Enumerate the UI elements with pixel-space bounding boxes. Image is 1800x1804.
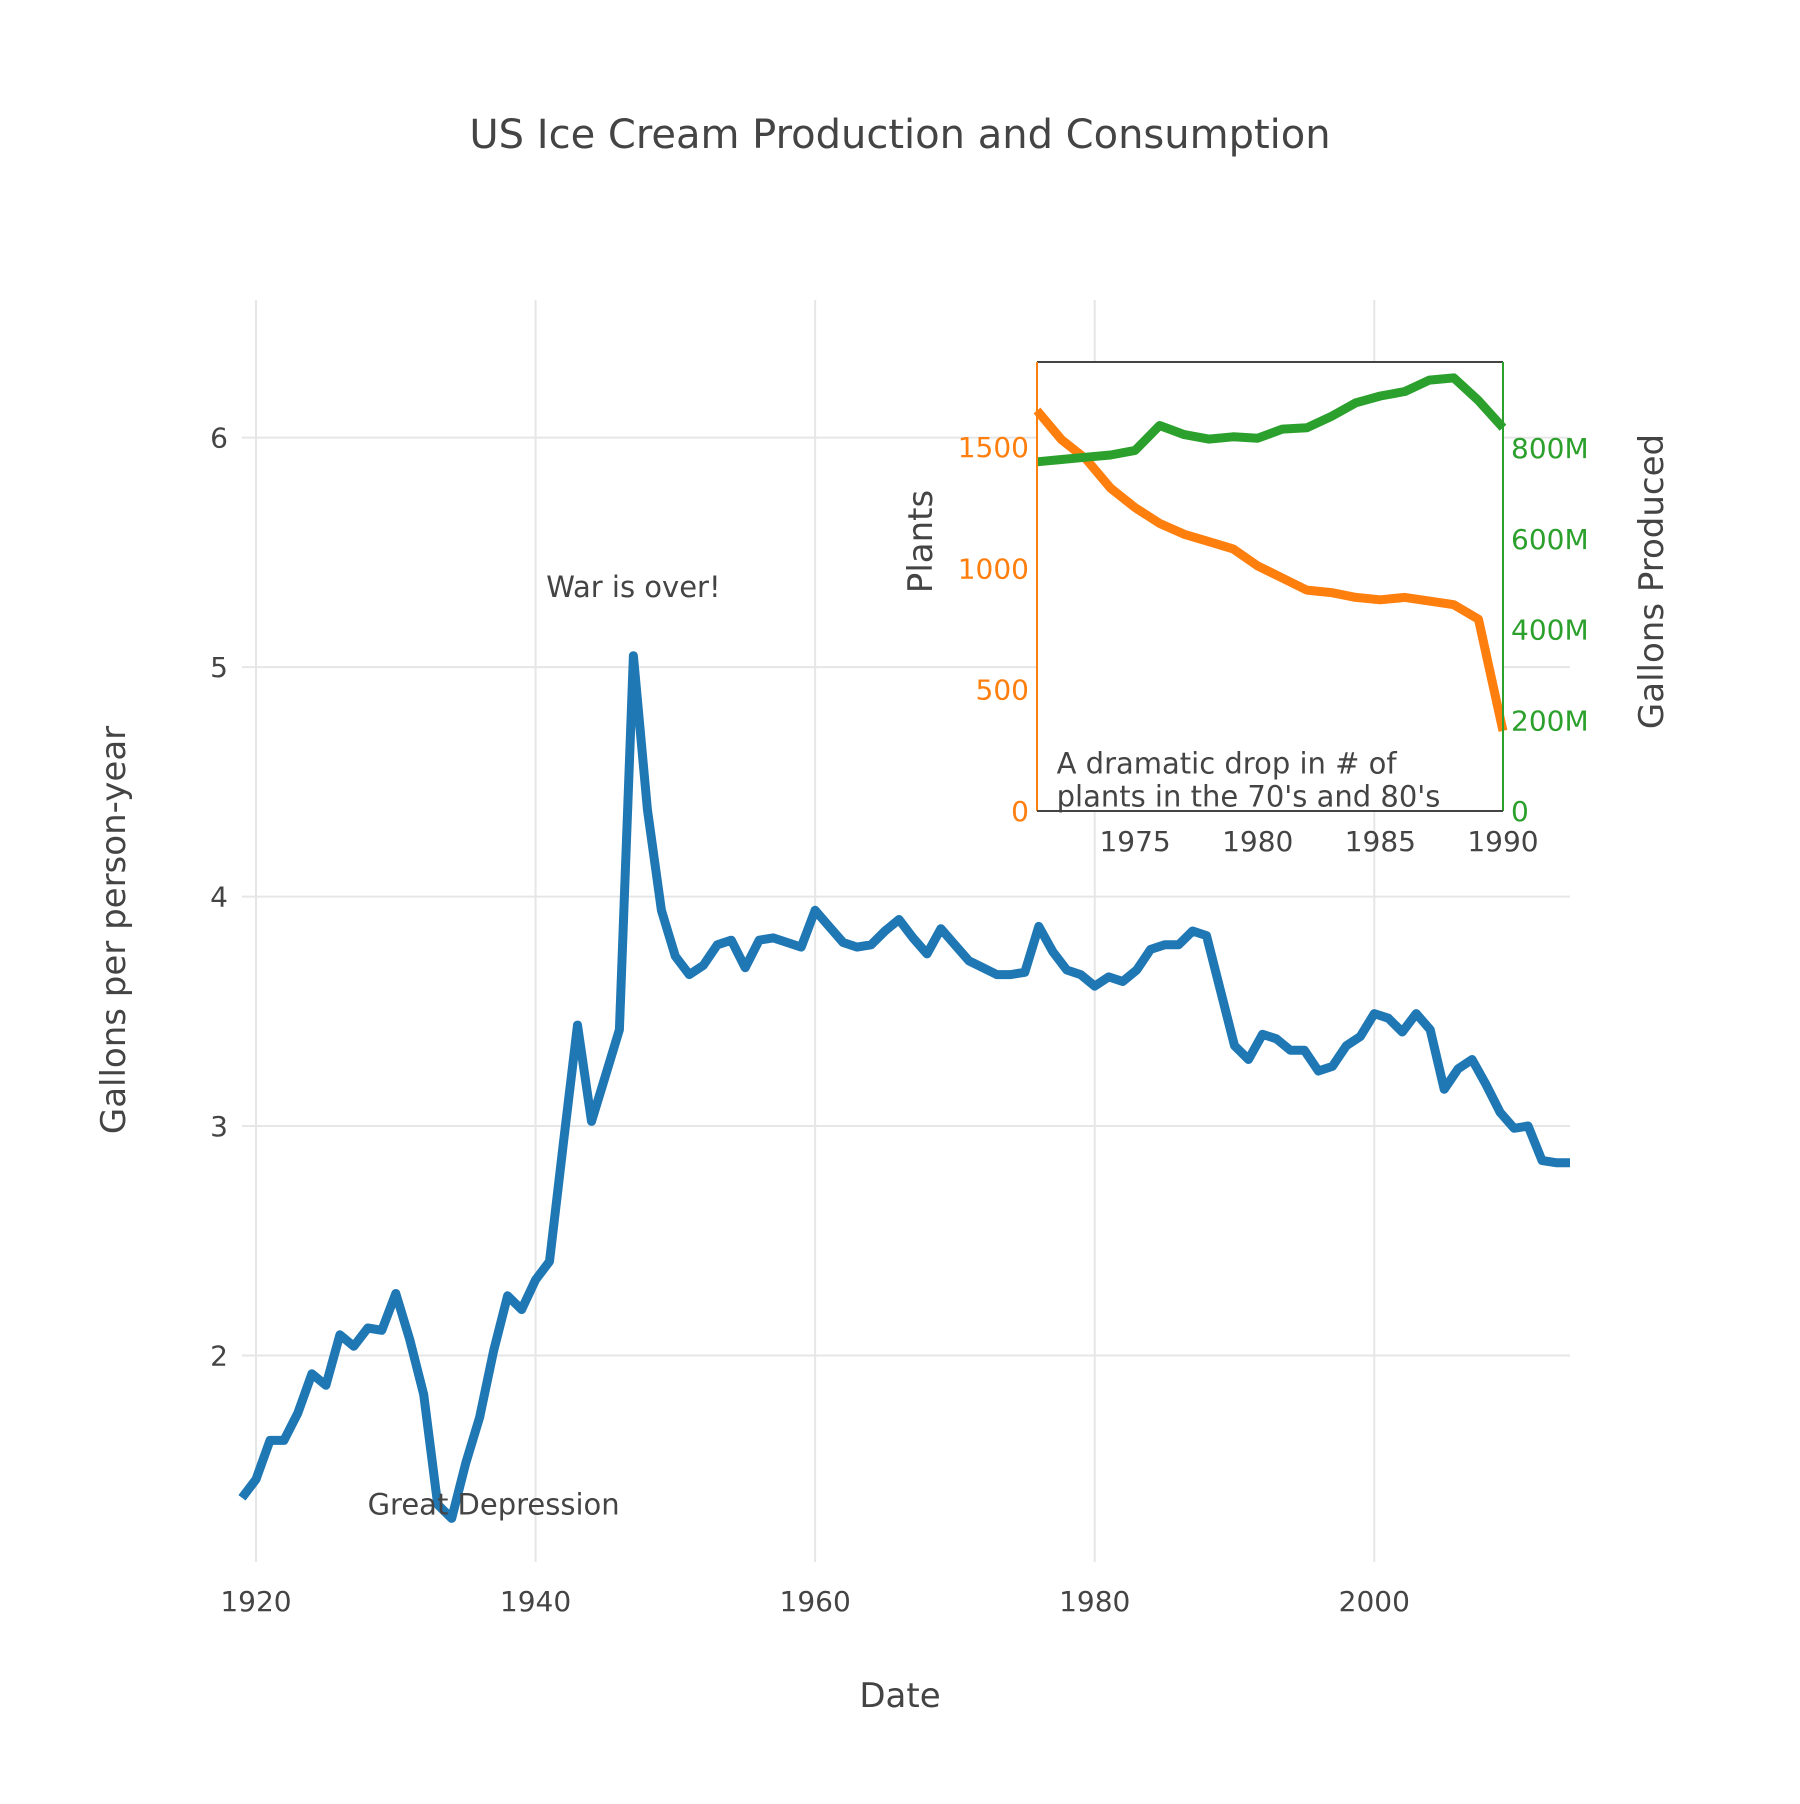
x-tick-label: 1960 <box>780 1585 851 1618</box>
inset-y-tick-label: 0 <box>1011 795 1029 828</box>
inset-chart: 1975 1980 1985 19900500100015000200M400M600… <box>901 361 1672 858</box>
inset-y2-tick-label: 400M <box>1511 614 1589 647</box>
chart-title: US Ice Cream Production and Consumption <box>469 112 1330 158</box>
inset-y-axis-title: Plants <box>901 490 941 593</box>
plants-line <box>1033 407 1508 732</box>
inset-y2-tick-label: 200M <box>1511 704 1589 737</box>
consumption-line <box>238 651 1570 1523</box>
gallons-produced-line <box>1036 373 1507 467</box>
annotation-text: War is over! <box>546 570 720 604</box>
inset-series <box>1033 373 1508 732</box>
y-tick-label: 4 <box>210 881 228 914</box>
inset-x-tick-label: 1975 <box>1099 825 1170 858</box>
inset-y2-tick-label: 0 <box>1511 795 1529 828</box>
annotation-text: Great Depression <box>368 1488 620 1522</box>
inset-annotation-text: plants in the 70's and 80's <box>1057 779 1441 813</box>
y-tick-label: 5 <box>210 651 228 684</box>
inset-y-tick-label: 500 <box>976 674 1029 707</box>
inset-x-tick-label: 1980 <box>1222 825 1293 858</box>
y-axis-title: Gallons per person-year <box>94 726 134 1134</box>
inset-y-tick-label: 1500 <box>958 431 1029 464</box>
x-axis-title: Date <box>859 1676 940 1716</box>
inset-tick-labels: 1975 1980 1985 19900500100015000200M400M600… <box>958 431 1589 858</box>
inset-annotation-text: A dramatic drop in # of <box>1057 747 1398 781</box>
x-tick-label: 2000 <box>1339 1585 1410 1618</box>
inset-y2-tick-label: 600M <box>1511 523 1589 556</box>
inset-x-tick-label: 1990 <box>1467 825 1538 858</box>
main-tick-labels: 1920 1940 1960 1980 2000 2 3 4 5 6 <box>210 422 1410 1618</box>
main-annotations: War is over! Great Depression <box>368 570 721 1522</box>
main-series <box>238 651 1570 1523</box>
inset-y2-axis-title: Gallons Produced <box>1632 434 1672 729</box>
y-tick-label: 2 <box>210 1339 228 1372</box>
x-tick-label: 1920 <box>220 1585 291 1618</box>
inset-x-tick-label: 1985 <box>1345 825 1416 858</box>
inset-y-tick-label: 1000 <box>958 552 1029 585</box>
x-tick-label: 1940 <box>500 1585 571 1618</box>
y-tick-label: 3 <box>210 1110 228 1143</box>
x-tick-label: 1980 <box>1059 1585 1130 1618</box>
y-tick-label: 6 <box>210 422 228 455</box>
inset-y2-tick-label: 800M <box>1511 432 1589 465</box>
